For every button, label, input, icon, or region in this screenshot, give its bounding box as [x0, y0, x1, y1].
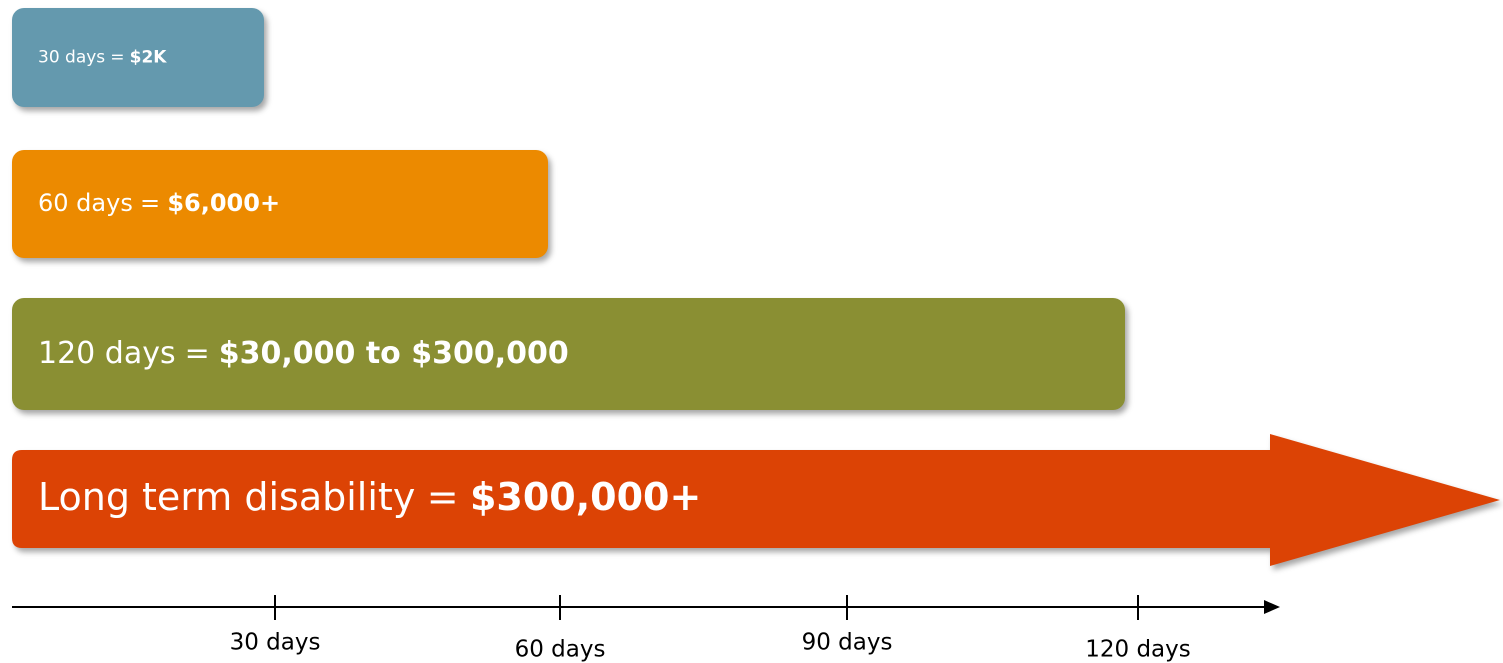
- timeline-label: 120 days: [1085, 637, 1191, 663]
- bar-amount: $6,000+: [167, 189, 280, 217]
- bar-group: Long term disability = $300,000+: [12, 434, 1500, 566]
- bar-text: 30 days = $2K: [38, 48, 167, 68]
- bar: [12, 150, 548, 258]
- bar: [12, 8, 264, 107]
- bar-amount: $30,000 to $300,000: [219, 336, 569, 371]
- bar-group: 30 days = $2K: [12, 8, 264, 107]
- bar-separator: =: [140, 189, 160, 217]
- bar-text: 120 days = $30,000 to $300,000: [38, 336, 569, 371]
- bar-separator: =: [427, 475, 459, 519]
- timeline-arrowhead: [1264, 600, 1280, 614]
- bar-group: 60 days = $6,000+: [12, 150, 548, 258]
- bar-label: 120 days: [38, 336, 176, 371]
- timeline-label: 30 days: [230, 630, 321, 656]
- bar-text: Long term disability = $300,000+: [38, 475, 701, 519]
- bar-separator: =: [185, 336, 210, 371]
- bar-text: 60 days = $6,000+: [38, 189, 280, 217]
- bar: [12, 298, 1125, 410]
- bar-amount: $2K: [130, 48, 168, 68]
- bar-label: Long term disability: [38, 475, 415, 519]
- bar-separator: =: [110, 48, 124, 68]
- bar-label: 60 days: [38, 189, 133, 217]
- bar-amount: $300,000+: [470, 475, 701, 519]
- timeline-label: 60 days: [515, 637, 606, 663]
- timeline-label: 90 days: [802, 630, 893, 656]
- bar-group: 120 days = $30,000 to $300,000: [12, 298, 1125, 410]
- bar-label: 30 days: [38, 48, 105, 68]
- arrow-bar: [12, 434, 1500, 566]
